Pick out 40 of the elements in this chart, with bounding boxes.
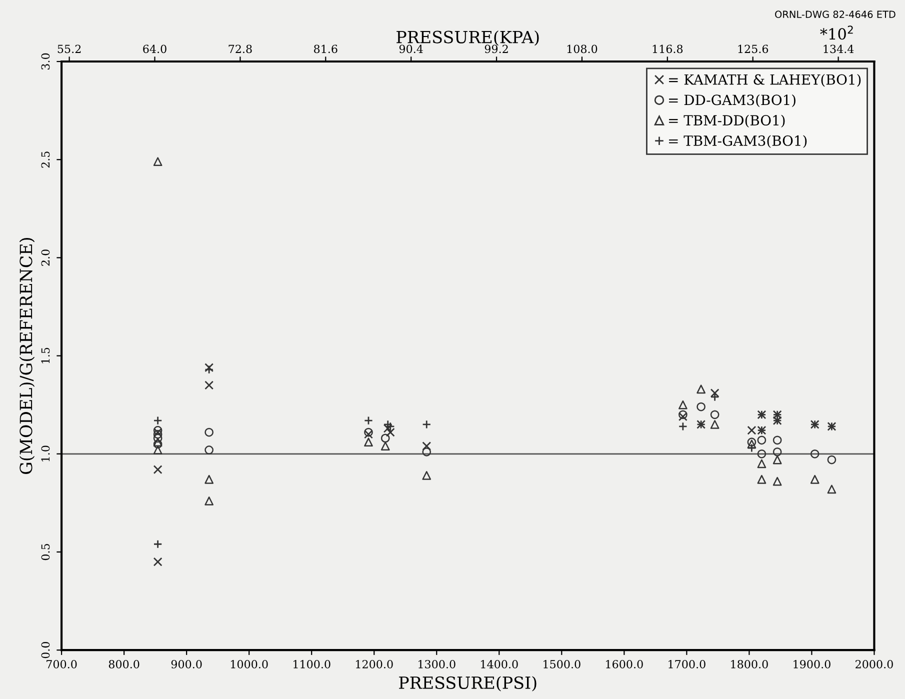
x2-tick-label: 99.2	[484, 44, 508, 54]
x2-tick-label: 125.6	[738, 44, 768, 54]
x-tick-label: 1500.0	[544, 660, 580, 668]
legend-label: = TBM-DD(BO1)	[669, 114, 785, 128]
y-axis-title: G(MODEL)/G(REFERENCE)	[19, 238, 35, 474]
x2-tick-label: 81.6	[314, 44, 338, 54]
y-tick-label: 2.5	[41, 152, 50, 168]
x-tick-label: 900.0	[171, 660, 202, 668]
x-tick-label: 1400.0	[481, 660, 518, 668]
x-tick-label: 1300.0	[418, 660, 456, 668]
legend-label: = KAMATH & LAHEY(BO1)	[669, 74, 861, 87]
text: ORNL-DWG 82-4646 ETD	[775, 10, 896, 18]
x-tick-label: 1800.0	[731, 660, 768, 668]
y-tick-label: 2.0	[41, 250, 50, 266]
x-axis-title: PRESSURE(PSI)	[399, 676, 536, 692]
x2-tick-label: 108.0	[567, 44, 598, 54]
x-tick-label: 700.0	[46, 660, 77, 668]
x2-tick-label: 64.0	[143, 44, 166, 54]
x2-tick-label: 134.4	[824, 44, 854, 54]
x-tick-label: 1000.0	[231, 660, 268, 668]
y-tick-label: 0.5	[41, 544, 50, 560]
y-tick-label: 1.0	[41, 446, 50, 462]
x2-tick-label: 55.2	[58, 44, 81, 54]
x-tick-label: 1700.0	[668, 660, 706, 668]
x-tick-label: 1200.0	[356, 660, 393, 668]
x-tick-label: 1900.0	[794, 660, 830, 668]
x2-axis-title: PRESSURE(KPA)	[396, 30, 539, 46]
x-tick-label: 800.0	[108, 660, 140, 668]
y-tick-label: 0.0	[41, 642, 50, 658]
text: *10$^{2}$	[820, 26, 853, 40]
legend-label: = DD-GAM3(BO1)	[669, 94, 796, 108]
x-tick-label: 2000.0	[856, 660, 893, 668]
x-tick-label: 1100.0	[294, 660, 330, 668]
x2-tick-label: 72.8	[228, 44, 252, 54]
y-tick-label: 1.5	[41, 348, 50, 364]
x2-tick-label: 116.8	[652, 44, 683, 54]
legend-label: = TBM-GAM3(BO1)	[669, 135, 807, 148]
x2-tick-label: 90.4	[399, 44, 423, 54]
y-tick-label: 3.0	[41, 53, 50, 70]
x-tick-label: 1600.0	[606, 660, 643, 668]
